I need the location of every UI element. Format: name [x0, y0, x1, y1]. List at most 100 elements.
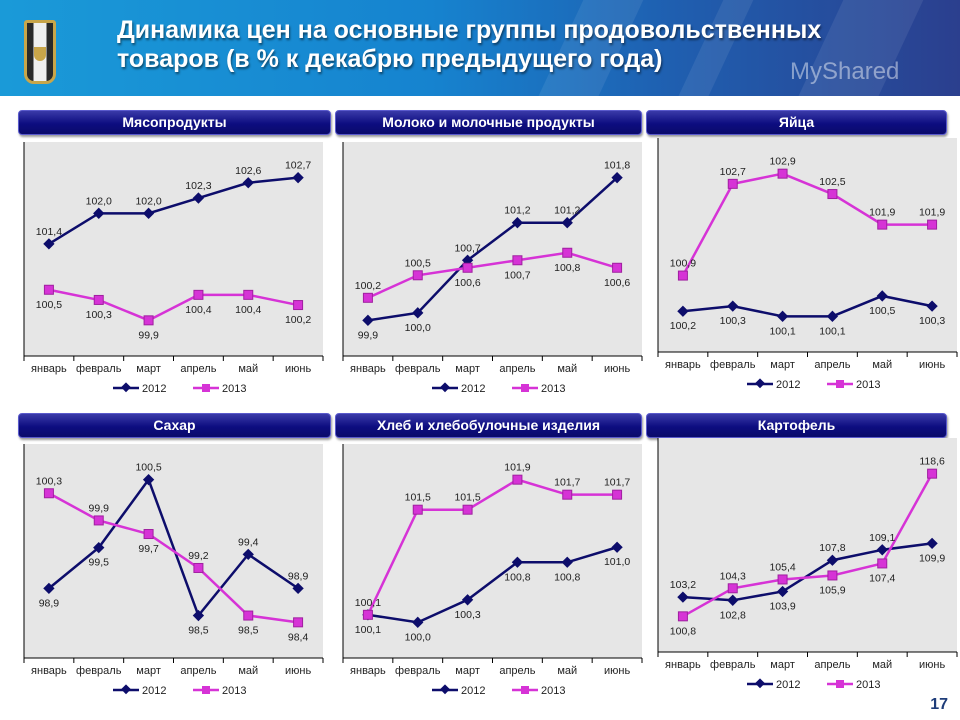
data-label-2013: 105,4	[769, 561, 795, 573]
data-label-2012: 100,1	[355, 597, 381, 609]
slide-title: Динамика цен на основные группы продовол…	[117, 16, 821, 74]
data-point-2013	[562, 247, 573, 258]
data-label-2013: 101,5	[405, 492, 431, 504]
data-label-2013: 98,5	[238, 625, 259, 637]
data-label-2012: 102,8	[720, 609, 746, 621]
x-tick-label: июнь	[604, 363, 630, 375]
series-line-2013	[367, 251, 618, 299]
legend-marker-2013	[202, 686, 210, 694]
chart-bread: январь февраль март апрель май июнь 100,1 100,1…	[337, 440, 649, 705]
data-point-2013	[877, 558, 888, 569]
data-label-2012: 101,2	[554, 205, 580, 217]
data-label-2012: 100,0	[405, 322, 431, 334]
data-label-2013: 99,7	[138, 543, 159, 555]
x-tick-label: январь	[350, 665, 386, 677]
tab-potato: Картофель	[646, 413, 947, 438]
data-point-2012	[727, 594, 739, 606]
data-point-2013	[677, 270, 688, 281]
data-label-2013: 100,2	[355, 280, 381, 292]
data-point-2013	[293, 617, 304, 628]
legend-marker-2012	[755, 678, 765, 689]
x-tick-label: май	[238, 665, 258, 677]
line-chart: январь февраль март апрель май июнь 100,9 100,2…	[657, 138, 958, 391]
data-point-2012	[93, 207, 105, 219]
data-label-2012: 100,5	[869, 305, 895, 317]
series-line-2013	[682, 473, 934, 618]
slide-header: Динамика цен на основные группы продовол…	[0, 0, 960, 96]
data-label-2013: 100,5	[36, 299, 62, 311]
x-tick-label: февраль	[710, 359, 756, 371]
legend-label-2013: 2013	[541, 383, 565, 395]
x-tick-label: февраль	[395, 665, 441, 677]
data-point-2012	[292, 582, 304, 595]
x-tick-label: март	[455, 363, 480, 375]
data-point-2012	[192, 192, 205, 204]
legend-marker-2012	[755, 378, 765, 389]
legend-marker-2012	[440, 382, 450, 393]
data-label-2012: 100,3	[919, 315, 945, 327]
data-label-2013: 107,4	[869, 572, 895, 584]
x-tick-label: январь	[665, 659, 701, 671]
line-chart: январь февраль март апрель май июнь 100,2 99,9 1…	[342, 142, 643, 395]
legend-label-2012: 2012	[776, 679, 800, 691]
data-label-2013: 100,6	[454, 277, 480, 289]
x-tick-label: май	[557, 665, 577, 677]
data-point-2012	[611, 541, 623, 553]
tab-bread: Хлеб и хлебобулочные изделия	[335, 413, 642, 438]
tab-sugar: Сахар	[18, 413, 331, 438]
plot-area	[658, 138, 957, 352]
data-label-2012: 100,3	[454, 609, 480, 621]
legend-marker-2013	[836, 680, 844, 688]
data-point-2013	[512, 474, 523, 485]
data-point-2013	[243, 289, 254, 300]
x-tick-label: апрель	[499, 363, 535, 375]
legend-marker-2013	[202, 384, 210, 392]
data-point-2012	[43, 238, 55, 250]
data-label-2013: 100,4	[235, 304, 261, 316]
data-point-2013	[412, 504, 423, 515]
data-point-2012	[876, 290, 888, 302]
data-label-2013: 100,4	[185, 304, 211, 316]
chart-eggs: январь февраль март апрель май июнь 100,9 100,2…	[652, 134, 960, 399]
tab-meat: Мясопродукты	[18, 110, 331, 135]
data-label-2013: 98,4	[288, 631, 309, 643]
data-label-2013: 100,6	[604, 277, 630, 289]
data-label-2013: 102,5	[819, 176, 845, 188]
data-label-2012: 101,2	[504, 205, 530, 217]
legend-label-2013: 2013	[541, 685, 565, 697]
data-point-2013	[727, 178, 738, 189]
data-label-2013: 101,9	[504, 462, 530, 474]
data-point-2013	[462, 262, 473, 273]
data-point-2013	[612, 262, 623, 273]
x-tick-label: март	[770, 359, 795, 371]
legend-label-2013: 2013	[222, 685, 246, 697]
data-point-2013	[562, 489, 573, 500]
data-label-2012: 100,5	[135, 462, 161, 474]
coat-of-arms-logo	[24, 20, 56, 84]
x-tick-label: апрель	[180, 665, 216, 677]
series-line-2012	[367, 176, 618, 322]
data-label-2012: 99,5	[89, 557, 110, 569]
legend-label-2012: 2012	[461, 685, 485, 697]
data-label-2012: 109,9	[919, 552, 945, 564]
data-label-2012: 100,3	[720, 315, 746, 327]
x-tick-label: январь	[665, 359, 701, 371]
data-point-2013	[243, 610, 254, 621]
data-label-2013: 101,5	[454, 492, 480, 504]
legend-marker-2013	[521, 686, 529, 694]
data-point-2012	[677, 591, 689, 603]
x-tick-label: март	[136, 363, 161, 375]
data-label-2013: 100,1	[355, 624, 381, 636]
legend-marker-2012	[440, 684, 450, 695]
data-point-2013	[512, 255, 523, 266]
legend-label-2013: 2013	[222, 383, 246, 395]
data-label-2012: 102,0	[86, 195, 112, 207]
data-point-2013	[827, 570, 838, 581]
data-label-2012: 99,4	[238, 536, 259, 548]
data-label-2012: 107,8	[819, 542, 845, 554]
data-label-2012: 101,8	[604, 160, 630, 172]
tab-milk: Молоко и молочные продукты	[335, 110, 642, 135]
data-point-2013	[927, 219, 938, 230]
data-point-2012	[142, 474, 155, 486]
data-label-2013: 99,9	[138, 329, 159, 341]
